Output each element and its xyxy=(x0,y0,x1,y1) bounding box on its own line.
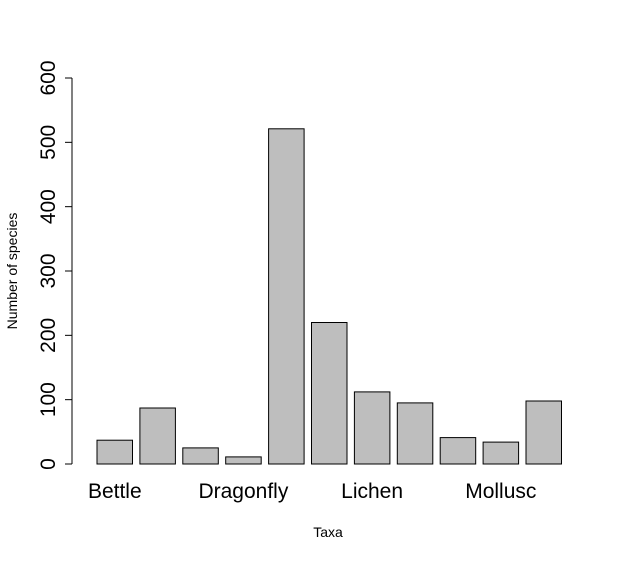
y-axis: 0 100 200 300 400 500 600 xyxy=(37,60,73,470)
y-tick-label-300: 300 xyxy=(37,253,60,288)
bar-9 xyxy=(482,441,520,465)
bars-group xyxy=(96,128,562,465)
y-tick-label-400: 400 xyxy=(37,189,60,224)
x-tick-label-0: Bettle xyxy=(88,480,142,503)
bar-2 xyxy=(182,447,219,465)
y-tick-label-0: 0 xyxy=(37,458,60,470)
y-tick-label-200: 200 xyxy=(37,318,60,353)
y-axis-title: Number of species xyxy=(4,213,20,330)
x-tick-label-3: Dragonfly xyxy=(198,480,288,503)
y-tick-label-100: 100 xyxy=(37,382,60,417)
x-tick-label-9: Mollusc xyxy=(465,480,536,503)
bar-8 xyxy=(439,437,477,465)
x-tick-label-6: Lichen xyxy=(341,480,403,503)
bar-0 xyxy=(96,439,133,465)
bar-6 xyxy=(353,391,391,465)
y-tick-label-600: 600 xyxy=(37,60,60,95)
y-tick-label-500: 500 xyxy=(37,125,60,160)
x-axis-labels: Bettle Dragonfly Lichen Mollusc xyxy=(88,480,536,503)
bar-5 xyxy=(311,322,348,465)
bar-1 xyxy=(139,407,176,465)
x-axis-title: Taxa xyxy=(313,524,343,540)
bar-3 xyxy=(225,456,262,465)
bar-4 xyxy=(268,128,305,465)
bar-10 xyxy=(525,400,562,465)
bar-7 xyxy=(396,402,434,465)
